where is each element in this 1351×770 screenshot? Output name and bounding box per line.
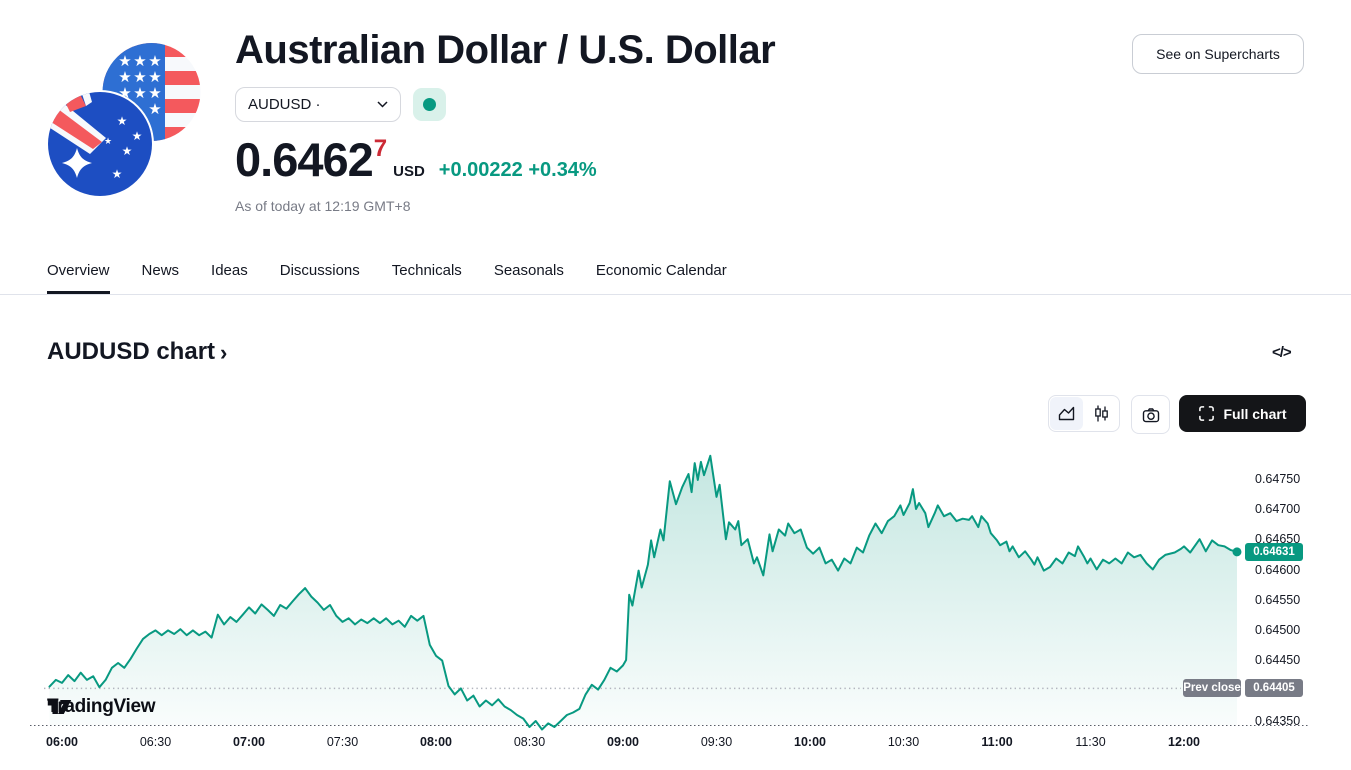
chevron-right-icon: ›	[220, 340, 228, 365]
fullscreen-icon	[1199, 406, 1215, 421]
price-fraction-digit: 7	[373, 135, 388, 162]
x-axis-label: 10:00	[794, 735, 826, 749]
x-axis-label: 12:00	[1168, 735, 1200, 749]
x-axis-label: 09:00	[607, 735, 639, 749]
full-chart-label: Full chart	[1223, 405, 1287, 422]
svg-text:★: ★	[132, 129, 143, 143]
y-axis-label: 0.64600	[1255, 562, 1301, 577]
tab-technicals[interactable]: Technicals	[391, 262, 462, 279]
prev-close-value-badge: 0.64405	[1245, 679, 1303, 698]
chevron-down-icon	[377, 101, 388, 108]
x-axis-label: 11:00	[981, 735, 1013, 749]
embed-code-icon[interactable]: </>	[1272, 344, 1292, 361]
x-axis-label: 06:00	[46, 735, 78, 749]
tradingview-logo-text: TradingView	[47, 696, 156, 717]
svg-text:★: ★	[112, 167, 123, 181]
svg-text:★: ★	[148, 68, 161, 86]
chart-style-switcher	[1048, 395, 1120, 432]
svg-text:★: ★	[148, 84, 161, 102]
x-axis-label: 10:30	[887, 735, 920, 749]
svg-text:★: ★	[133, 68, 146, 86]
price-block: 0.6462 7 USD +0.00222 +0.34%	[235, 132, 597, 187]
y-axis-label: 0.64450	[1255, 653, 1301, 668]
candles-chart-style-button[interactable]	[1085, 397, 1118, 430]
last-price-dot	[1232, 547, 1242, 557]
snapshot-button[interactable]	[1131, 395, 1170, 434]
tab-news[interactable]: News	[141, 262, 180, 279]
chart-section-title: AUDUSD chart	[47, 338, 216, 365]
area-chart-icon	[1058, 406, 1075, 421]
x-axis-label: 07:00	[233, 735, 265, 749]
area-fill	[49, 455, 1237, 730]
chart-section-link[interactable]: AUDUSD chart ›	[47, 338, 227, 366]
y-axis-label: 0.64350	[1255, 713, 1301, 728]
area-chart-style-button[interactable]	[1050, 397, 1083, 430]
x-axis-label: 08:30	[513, 735, 546, 749]
audusd-pair-flags-icon: ★ ★ ★ ★ ★ ★ ★ ★ ★ ★ ★ ★ ★ ★ ★	[46, 43, 201, 198]
x-axis-label: 08:00	[420, 735, 452, 749]
price-currency: USD	[393, 163, 425, 180]
tradingview-logo[interactable]: TradingView	[47, 696, 156, 718]
x-axis-label: 06:30	[139, 735, 172, 749]
price-value: 0.6462	[235, 133, 374, 186]
market-open-dot-icon	[423, 98, 436, 111]
svg-text:★: ★	[133, 84, 146, 102]
svg-text:★: ★	[117, 114, 128, 128]
tab-bar: Overview News Ideas Discussions Technicals Se…	[0, 252, 1351, 295]
chart-plot[interactable]	[0, 440, 1351, 740]
candles-chart-icon	[1095, 405, 1108, 422]
camera-icon	[1142, 407, 1159, 422]
see-on-supercharts-button[interactable]: See on Supercharts	[1132, 34, 1304, 74]
tradingview-logo-icon	[47, 699, 72, 715]
svg-text:★: ★	[148, 52, 161, 70]
svg-text:★: ★	[122, 144, 133, 158]
y-axis-label: 0.64500	[1255, 623, 1301, 637]
tab-ideas[interactable]: Ideas	[211, 262, 248, 279]
svg-text:★: ★	[133, 52, 146, 70]
tab-discussions[interactable]: Discussions	[279, 262, 360, 279]
price-change: +0.00222 +0.34%	[438, 159, 597, 181]
x-axis-label: 09:30	[700, 735, 733, 749]
page-title: Australian Dollar / U.S. Dollar	[235, 28, 776, 72]
x-axis-label: 11:30	[1075, 735, 1106, 749]
symbol-row: AUDUSD ·	[235, 87, 446, 122]
svg-text:★: ★	[104, 137, 112, 147]
symbol-dropdown-label: AUDUSD ·	[248, 96, 321, 113]
y-axis-label: 0.64700	[1255, 502, 1301, 517]
tab-seasonals[interactable]: Seasonals	[493, 262, 564, 279]
x-axis-label: 07:30	[326, 735, 359, 749]
symbol-dropdown[interactable]: AUDUSD ·	[235, 87, 401, 122]
price-line	[48, 454, 1238, 731]
full-chart-button[interactable]: Full chart	[1179, 395, 1306, 432]
tab-economic-calendar[interactable]: Economic Calendar	[595, 262, 727, 279]
y-axis-label: 0.64750	[1255, 472, 1301, 486]
last-price-badge: 0.64631	[1245, 542, 1303, 561]
tab-overview[interactable]: Overview	[47, 252, 110, 294]
as-of-timestamp: As of today at 12:19 GMT+8	[235, 198, 411, 214]
market-open-indicator[interactable]	[413, 88, 446, 121]
svg-text:★: ★	[118, 52, 131, 70]
y-axis-label: 0.64550	[1255, 592, 1301, 607]
prev-close-label-badge: Prev close	[1183, 679, 1241, 698]
svg-text:★: ★	[148, 100, 161, 118]
svg-text:★: ★	[118, 68, 131, 86]
price-chart[interactable]: 0.64750 0.64700 0.64650 0.64600 0.64550 0.645…	[0, 440, 1351, 770]
